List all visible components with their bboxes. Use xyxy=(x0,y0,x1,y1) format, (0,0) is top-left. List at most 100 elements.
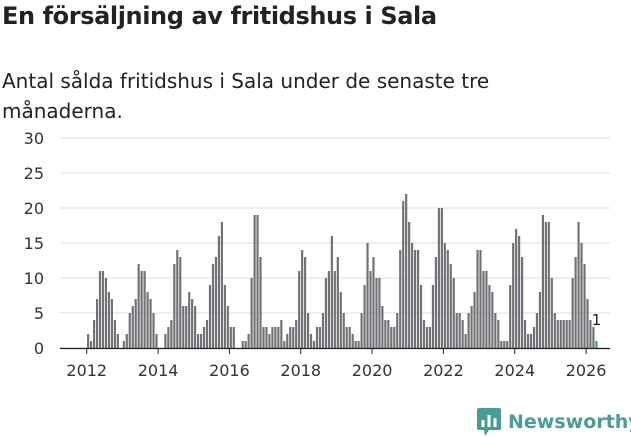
bar xyxy=(479,250,482,348)
bar xyxy=(562,320,565,348)
bar xyxy=(211,264,215,348)
bar xyxy=(280,320,283,348)
bar xyxy=(205,320,209,348)
bar xyxy=(571,278,574,348)
bar xyxy=(565,320,568,348)
bar xyxy=(497,320,500,348)
bar xyxy=(506,341,509,348)
bar xyxy=(191,299,194,348)
bar xyxy=(283,341,286,348)
bar xyxy=(437,208,440,348)
bar xyxy=(461,320,464,348)
bar xyxy=(324,278,328,348)
bar xyxy=(473,292,476,348)
bar xyxy=(128,313,131,348)
bar xyxy=(556,320,559,348)
bar xyxy=(95,299,99,348)
bar xyxy=(214,257,218,348)
x-tick-label: 2016 xyxy=(209,361,250,380)
bar xyxy=(467,313,470,348)
bar xyxy=(232,327,235,348)
bar xyxy=(286,334,289,348)
bar xyxy=(256,215,259,348)
bar xyxy=(414,250,417,348)
bar xyxy=(197,334,200,348)
bar xyxy=(268,334,271,348)
latest-value-label: 1 xyxy=(592,311,602,329)
bar xyxy=(425,327,429,348)
y-tick-label: 15 xyxy=(24,234,44,253)
bar xyxy=(274,327,277,348)
bar xyxy=(116,334,119,348)
y-tick-label: 10 xyxy=(24,269,44,288)
bar xyxy=(550,278,553,348)
brand-name: Newsworthy xyxy=(508,411,631,433)
bar xyxy=(229,327,232,348)
bar xyxy=(200,334,203,348)
chart-title: En försäljning av fritidshus i Sala xyxy=(2,2,437,30)
bar xyxy=(101,271,105,348)
y-tick-label: 30 xyxy=(24,129,44,148)
bar xyxy=(443,243,446,348)
bar xyxy=(476,250,479,348)
bar xyxy=(518,236,521,348)
y-tick-label: 5 xyxy=(34,304,44,323)
bar xyxy=(574,257,577,348)
bar xyxy=(399,250,402,348)
bar xyxy=(390,327,393,348)
bar xyxy=(464,334,467,348)
bar xyxy=(372,257,375,348)
bar xyxy=(387,320,390,348)
newsworthy-logo[interactable]: Newsworthy xyxy=(476,406,631,438)
x-tick-label: 2020 xyxy=(352,361,393,380)
bar xyxy=(363,285,366,348)
y-tick-label: 20 xyxy=(24,199,44,218)
bar xyxy=(342,313,345,348)
bar xyxy=(113,320,116,348)
bar xyxy=(140,271,143,348)
bar xyxy=(298,271,301,348)
bar xyxy=(405,194,408,348)
x-tick-label: 2022 xyxy=(423,361,464,380)
bar xyxy=(521,257,524,348)
bar xyxy=(580,243,583,348)
bar xyxy=(348,327,351,348)
bar-chart: 0 5 10 15 20 25 30 1 2012 2014 2016 2018 2020 2022 202… xyxy=(24,129,610,380)
bar xyxy=(532,327,536,348)
y-tick-label: 25 xyxy=(24,164,44,183)
bar xyxy=(357,341,360,348)
bar xyxy=(589,320,592,348)
bar xyxy=(431,285,435,348)
bar xyxy=(188,292,191,348)
bar xyxy=(378,278,381,348)
bar xyxy=(440,208,443,348)
bar xyxy=(523,320,527,348)
bar xyxy=(93,320,96,348)
bar xyxy=(149,299,152,348)
bar xyxy=(553,313,556,348)
bar xyxy=(185,306,188,348)
chart-bubble-icon xyxy=(477,408,501,436)
bar xyxy=(309,334,313,348)
bar xyxy=(312,341,316,348)
bar xyxy=(452,278,455,348)
bar xyxy=(217,236,220,348)
bar xyxy=(208,285,212,348)
bar xyxy=(247,334,250,348)
bar xyxy=(419,285,423,348)
bar xyxy=(241,341,244,348)
bar xyxy=(515,229,518,348)
bar xyxy=(360,313,363,348)
bar xyxy=(339,292,342,348)
bar xyxy=(494,313,497,348)
bar xyxy=(354,341,357,348)
bar xyxy=(455,313,458,348)
bar xyxy=(411,243,414,348)
x-tick-label: 2014 xyxy=(138,361,179,380)
bar xyxy=(559,320,562,348)
bar xyxy=(179,257,182,348)
bar xyxy=(220,222,223,348)
bar xyxy=(202,327,206,348)
bar xyxy=(194,306,197,348)
bar xyxy=(146,292,149,348)
